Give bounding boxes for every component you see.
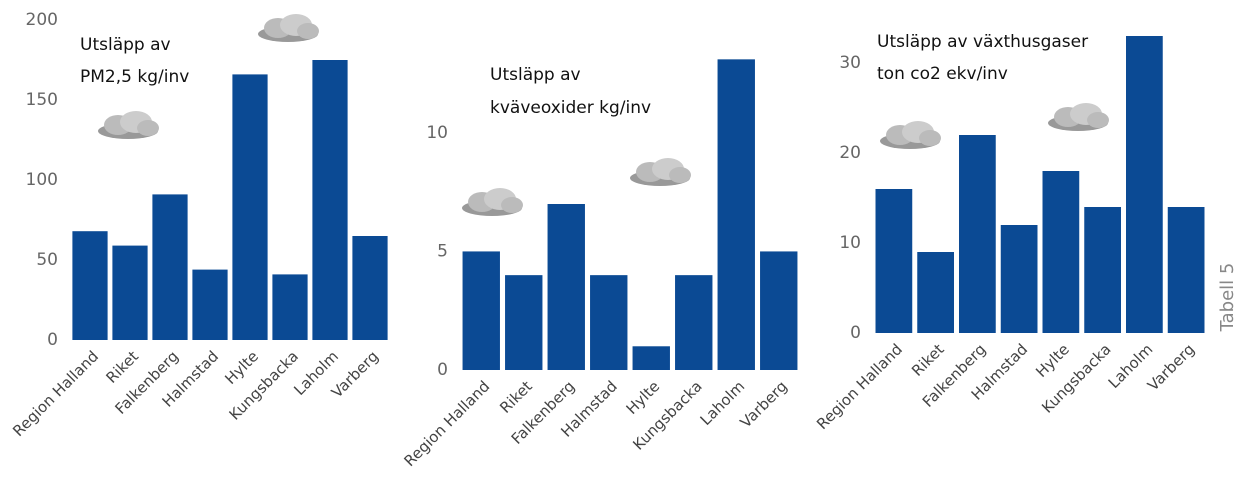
cloud [880, 121, 941, 149]
chart-title: PM2,5 kg/inv [80, 67, 189, 87]
x-tick-label: Region Halland [813, 340, 906, 433]
bar [462, 251, 500, 370]
bar [1084, 207, 1121, 333]
x-tick-label: Varberg [737, 377, 791, 431]
bar [547, 204, 585, 370]
chart-title: ton co2 ekv/inv [877, 64, 1008, 84]
bar [232, 74, 268, 341]
chart-title: Utsläpp av växthusgaser [877, 32, 1088, 52]
bar [1126, 36, 1163, 333]
y-tick-label: 50 [36, 250, 58, 270]
y-tick-label: 20 [839, 143, 861, 163]
bar [917, 252, 954, 333]
y-tick-label: 0 [437, 360, 448, 380]
bar [875, 189, 913, 333]
x-tick-label: Riket [496, 377, 536, 417]
bar [717, 59, 755, 370]
y-tick-label: 10 [839, 233, 861, 253]
bar [1000, 225, 1038, 333]
y-tick-label: 5 [437, 241, 448, 261]
bar [959, 135, 996, 333]
bar [272, 274, 308, 340]
cloud [462, 188, 523, 216]
bar [152, 194, 188, 340]
bar [72, 231, 108, 340]
bar [632, 346, 670, 370]
chart-title: Utsläpp av [490, 65, 581, 85]
y-tick-label: 0 [850, 323, 861, 343]
bar [505, 275, 543, 370]
bar [1167, 207, 1205, 333]
bar [1042, 171, 1080, 333]
cloud [630, 158, 691, 186]
x-tick-label: Region Halland [9, 347, 102, 440]
cloud [98, 111, 159, 139]
y-tick-label: 200 [26, 10, 58, 30]
side-label: Tabell 5 [1217, 263, 1238, 333]
bar [192, 269, 228, 340]
y-tick-label: 30 [839, 53, 861, 73]
y-tick-label: 100 [26, 170, 58, 190]
x-tick-label: Varberg [1144, 340, 1198, 394]
bar [590, 275, 628, 370]
bar [352, 236, 388, 340]
bar [675, 275, 713, 370]
cloud [258, 14, 319, 42]
y-tick-label: 0 [47, 330, 58, 350]
y-tick-label: 10 [426, 123, 448, 143]
bar [312, 60, 348, 340]
bar [760, 251, 798, 370]
x-tick-label: Region Halland [401, 377, 494, 470]
chart-title: Utsläpp av [80, 35, 171, 55]
chart-title: kväveoxider kg/inv [490, 98, 651, 118]
cloud [1048, 103, 1109, 131]
y-tick-label: 150 [26, 90, 58, 110]
bar [112, 245, 148, 340]
